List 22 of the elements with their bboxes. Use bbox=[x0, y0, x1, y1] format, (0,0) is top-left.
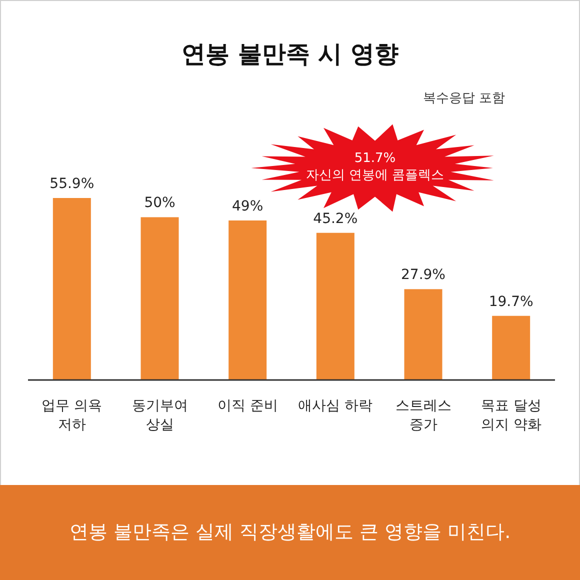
data-label: 50% bbox=[144, 195, 176, 212]
bar bbox=[316, 232, 354, 380]
x-tick-label: 동기부여 상실 bbox=[132, 398, 188, 433]
data-label: 19.7% bbox=[488, 294, 534, 310]
text: 51.7% 자신의 연봉에 콤플렉스 bbox=[306, 151, 444, 183]
data-label: 27.9% bbox=[401, 267, 446, 284]
data-label: 55.9% bbox=[50, 176, 94, 192]
x-tick-label: 업무 의욕 저하 bbox=[42, 398, 102, 433]
x-tick-label: 애사심 하락 bbox=[298, 398, 373, 414]
x-tick-label: 스트레스 증가 bbox=[395, 398, 452, 433]
data-label: 49% bbox=[232, 198, 264, 214]
text: 연봉 불만족은 실제 직장생활에도 큰 영향을 미친다. bbox=[69, 521, 511, 543]
x-tick-label: 목표 달성 의지 약화 bbox=[480, 398, 542, 433]
bar bbox=[404, 289, 442, 380]
bar bbox=[52, 198, 91, 380]
text: 복수응답 포함 bbox=[422, 91, 505, 106]
bar bbox=[140, 217, 179, 380]
x-tick-label: 이직 준비 bbox=[217, 398, 278, 414]
bar bbox=[492, 316, 530, 380]
data-label: 45.2% bbox=[313, 210, 358, 227]
chart-title: 연봉 불만족 시 영향 bbox=[181, 40, 399, 68]
bar bbox=[228, 220, 267, 380]
